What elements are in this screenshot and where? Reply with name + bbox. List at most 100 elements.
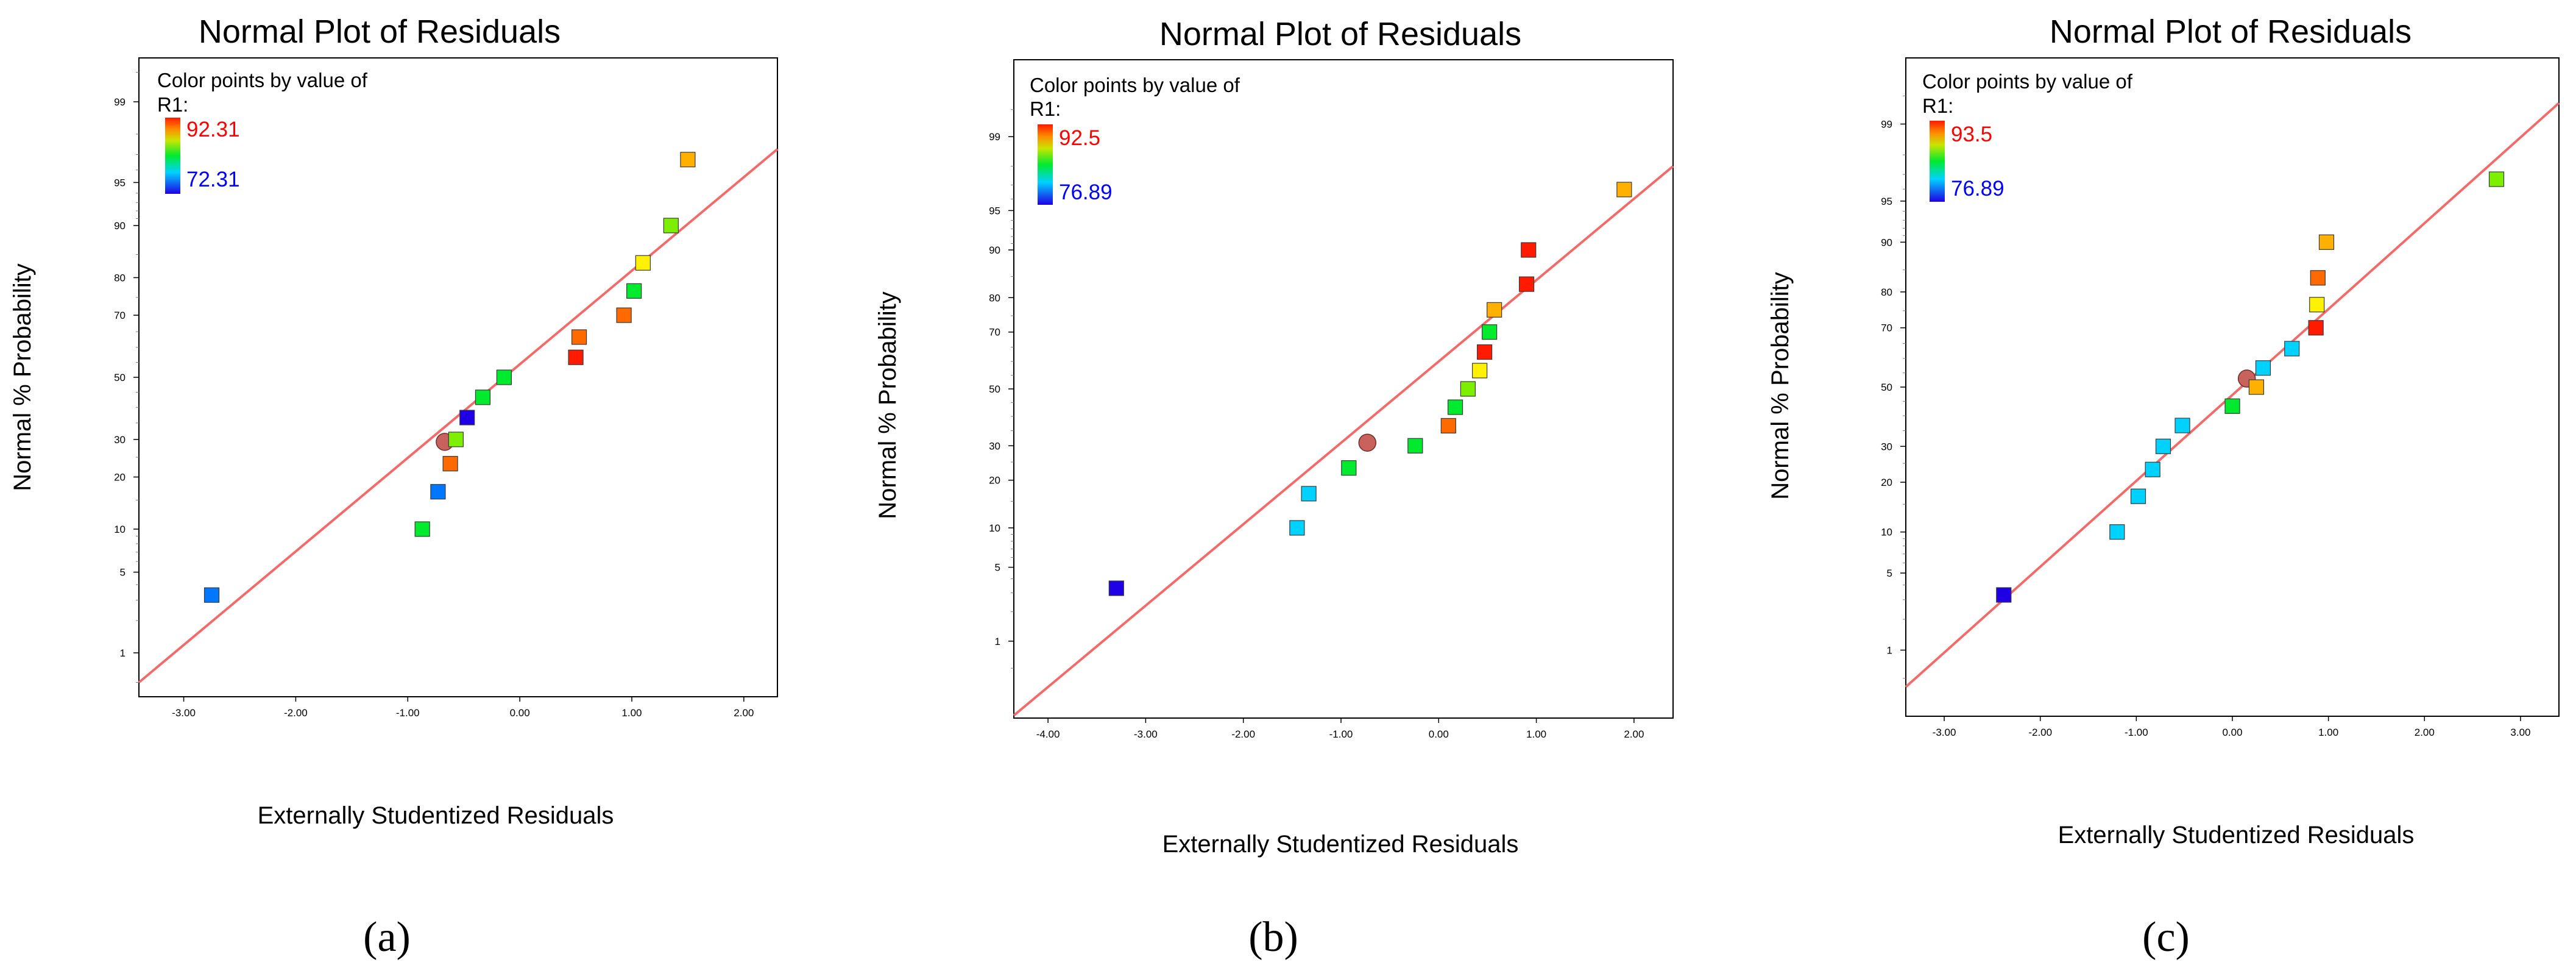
color-scale-bar (1038, 124, 1053, 205)
residual-point (568, 349, 584, 365)
residual-point (626, 283, 642, 299)
legend-title: Color points by value of (1030, 74, 1240, 96)
chart-panel-c: Normal Plot of Residuals -3.00 -2.00 -1.00… (1767, 13, 2560, 961)
residual-point (1301, 486, 1317, 502)
y-tick-label: 99 (989, 131, 1000, 143)
fit-line (138, 148, 779, 684)
residual-point (414, 521, 430, 537)
x-axis-ticks: -3.00 -2.00 -1.00 0.00 1.00 2.00 (172, 697, 754, 719)
color-scale-bar (165, 118, 180, 194)
residual-point (1472, 363, 1488, 379)
y-tick-label: 50 (1881, 382, 1892, 393)
y-tick-label: 99 (114, 96, 126, 108)
x-tick-label: 2.00 (734, 707, 754, 719)
x-tick-label: -4.00 (1036, 728, 1060, 740)
residual-point (1447, 399, 1463, 415)
y-tick-label: 70 (114, 310, 126, 321)
x-tick-label: -1.00 (1329, 728, 1353, 740)
residual-point (2318, 234, 2335, 250)
data-points (203, 152, 696, 603)
plot-frame (138, 57, 778, 697)
x-axis-ticks: -3.00 -2.00 -1.00 0.00 1.00 2.00 3.00 (1933, 716, 2530, 738)
legend-low-value: 76.89 (1059, 180, 1113, 204)
residual-point (459, 410, 475, 425)
y-tick-label: 30 (114, 434, 126, 446)
x-tick-label: -3.00 (1134, 728, 1158, 740)
y-tick-label: 99 (1881, 118, 1892, 130)
legend: Color points by value of R1: 93.5 76.89 (1922, 70, 2133, 202)
y-tick-label: 50 (989, 383, 1000, 395)
y-tick-label: 70 (989, 327, 1000, 338)
residual-point (635, 255, 651, 271)
y-tick-label: 1 (1887, 645, 1892, 657)
residual-point (1487, 302, 1502, 318)
x-tick-label: 0.00 (2222, 727, 2242, 738)
x-axis-label: Externally Studentized Residuals (2058, 822, 2415, 849)
residual-point (1289, 520, 1305, 536)
chart-title: Normal Plot of Residuals (199, 13, 561, 50)
residual-point (1996, 587, 2012, 603)
residual-point (2155, 438, 2171, 454)
chart-panel-b: Normal Plot of Residuals -4.00 -3.00 -2.00… (874, 16, 1674, 961)
fit-line (1013, 165, 1674, 717)
y-axis-ticks: 1 5 10 20 30 50 70 80 90 95 99 (1881, 95, 1906, 679)
x-tick-label: 2.00 (2415, 727, 2435, 738)
legend-low-value: 76.89 (1951, 177, 2005, 201)
residual-point (1521, 242, 1537, 258)
x-tick-label: 0.00 (510, 707, 530, 719)
legend-high-value: 92.31 (186, 118, 240, 141)
residual-point (475, 390, 491, 405)
y-tick-label: 30 (1881, 441, 1892, 452)
y-tick-label: 95 (989, 205, 1000, 216)
residual-point (2109, 524, 2125, 540)
y-axis-ticks: 1 5 10 20 30 50 70 80 90 95 99 (989, 109, 1014, 669)
legend-high-value: 93.5 (1951, 123, 1992, 146)
residual-point (448, 432, 464, 447)
y-tick-label: 90 (1881, 237, 1892, 248)
residual-point (2308, 320, 2324, 336)
x-axis-label: Externally Studentized Residuals (258, 802, 614, 829)
residual-point (1108, 580, 1124, 596)
residual-point (1460, 381, 1476, 397)
residual-point (1407, 438, 1423, 454)
x-axis-label: Externally Studentized Residuals (1162, 831, 1519, 858)
x-tick-label: -2.00 (284, 707, 308, 719)
legend-low-value: 72.31 (186, 168, 240, 191)
y-tick-label: 10 (1881, 527, 1892, 538)
data-points (1108, 182, 1632, 596)
y-tick-label: 5 (120, 567, 126, 578)
legend: Color points by value of R1: 92.5 76.89 (1030, 74, 1240, 205)
y-axis-label: Normal % Probability (874, 291, 901, 519)
residual-point (2284, 341, 2300, 357)
x-tick-label: -1.00 (2125, 727, 2148, 738)
residual-point (1482, 324, 1498, 340)
y-tick-label: 90 (989, 244, 1000, 256)
residual-point (1518, 276, 1535, 292)
x-tick-label: 2.00 (1624, 728, 1644, 740)
residual-point (663, 218, 679, 233)
y-tick-label: 90 (114, 220, 126, 232)
residual-point (616, 307, 632, 323)
y-tick-label: 1 (120, 647, 126, 659)
legend-variable: R1: (1030, 98, 1061, 120)
x-axis-ticks: -4.00 -3.00 -2.00 -1.00 0.00 1.00 2.00 (1036, 718, 1644, 740)
data-points (1996, 171, 2505, 603)
y-tick-label: 30 (989, 440, 1000, 452)
x-tick-label: 0.00 (1429, 728, 1449, 740)
chart-title: Normal Plot of Residuals (2050, 13, 2411, 50)
legend-high-value: 92.5 (1059, 126, 1100, 150)
x-tick-label: -3.00 (172, 707, 196, 719)
y-tick-label: 5 (995, 562, 1000, 574)
legend-variable: R1: (157, 93, 188, 116)
residual-point (1616, 182, 1632, 198)
y-tick-label: 20 (114, 472, 126, 483)
y-tick-label: 50 (114, 372, 126, 383)
residual-point (442, 456, 458, 472)
residual-point (680, 152, 696, 168)
y-tick-label: 1 (995, 636, 1000, 647)
residual-point (203, 587, 220, 603)
x-tick-label: 1.00 (1526, 728, 1546, 740)
y-tick-label: 20 (1881, 477, 1892, 488)
legend-variable: R1: (1922, 94, 1953, 117)
